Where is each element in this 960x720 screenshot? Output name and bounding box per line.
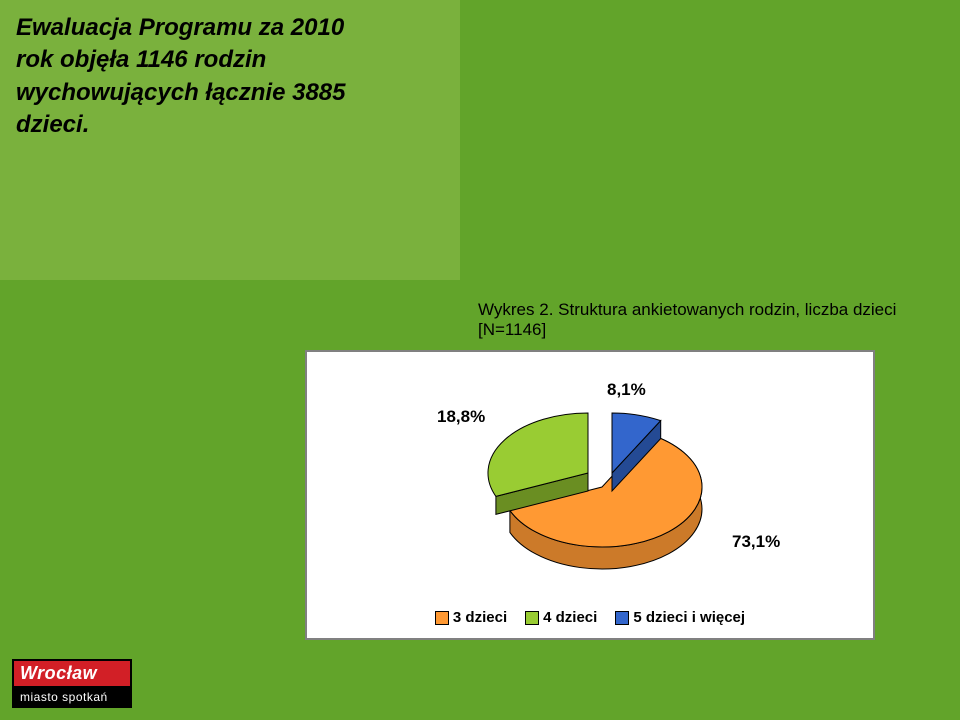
pie-label-green: 18,8%: [437, 407, 485, 427]
page-title: Ewaluacja Programu za 2010 rok objęła 11…: [16, 12, 444, 142]
page-root: Ewaluacja Programu za 2010 rok objęła 11…: [0, 0, 960, 720]
header-box: Ewaluacja Programu za 2010 rok objęła 11…: [0, 0, 460, 280]
wroclaw-logo: Wrocław miasto spotkań: [12, 659, 132, 708]
chart-legend: 3 dzieci 4 dzieci 5 dzieci i więcej: [307, 609, 873, 626]
legend-swatch-2: [615, 611, 629, 625]
legend-item-0: 3 dzieci: [435, 609, 507, 626]
pie-label-orange: 73,1%: [732, 532, 780, 552]
legend-item-1: 4 dzieci: [525, 609, 597, 626]
pie-label-blue: 8,1%: [607, 380, 646, 400]
legend-label-2: 5 dzieci i więcej: [633, 609, 745, 626]
chart-box: 8,1% 18,8% 73,1% 3 dzieci 4 dzieci 5 dzi…: [305, 350, 875, 640]
title-line-1: Ewaluacja Programu za 2010: [16, 14, 344, 41]
legend-swatch-1: [525, 611, 539, 625]
title-line-3: wychowujących łącznie 3885: [16, 79, 346, 106]
chart-title: Wykres 2. Struktura ankietowanych rodzin…: [478, 300, 960, 340]
logo-top: Wrocław: [12, 659, 132, 686]
legend-label-0: 3 dzieci: [453, 609, 507, 626]
legend-swatch-0: [435, 611, 449, 625]
title-line-2: rok objęła 1146 rodzin: [16, 46, 266, 73]
logo-bottom: miasto spotkań: [12, 686, 132, 708]
legend-item-2: 5 dzieci i więcej: [615, 609, 745, 626]
pie-chart: 8,1% 18,8% 73,1% 3 dzieci 4 dzieci 5 dzi…: [307, 352, 873, 638]
pie-svg: [482, 372, 722, 582]
title-line-4: dzieci.: [16, 111, 89, 138]
legend-label-1: 4 dzieci: [543, 609, 597, 626]
